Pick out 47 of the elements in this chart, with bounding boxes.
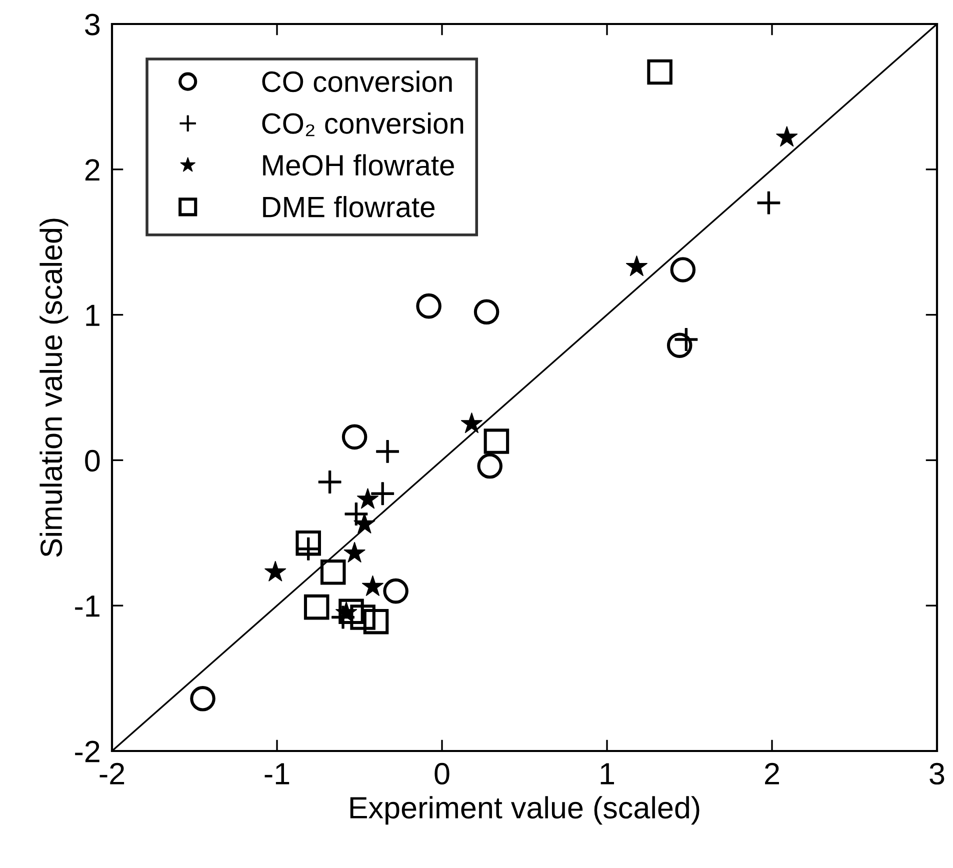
point xyxy=(477,453,502,479)
y-tick-label: 0 xyxy=(85,450,100,472)
point xyxy=(474,299,500,325)
y-tick-label: -1 xyxy=(75,596,100,617)
x-tick-label: 3 xyxy=(930,762,944,785)
x-tick-label: 2 xyxy=(765,762,779,784)
legend-label: CO conversion xyxy=(262,70,452,92)
y-axis-title: Simulation value (scaled) xyxy=(40,218,68,557)
point xyxy=(338,598,364,624)
point xyxy=(376,440,400,463)
x-tick-label: -1 xyxy=(264,763,290,784)
point xyxy=(460,412,483,434)
point xyxy=(318,470,342,494)
point xyxy=(666,332,692,358)
x-axis-title: Experiment value (scaled) xyxy=(350,796,700,825)
y-tick-label: 3 xyxy=(85,14,100,36)
point xyxy=(626,255,648,276)
y-tick-label: 1 xyxy=(86,304,100,326)
point xyxy=(383,578,408,604)
point xyxy=(484,428,510,454)
point xyxy=(320,560,346,585)
y-tick-label: -2 xyxy=(75,740,100,762)
point xyxy=(304,594,330,620)
point xyxy=(362,575,384,596)
point xyxy=(371,482,394,506)
x-tick-label: -2 xyxy=(100,762,124,784)
point xyxy=(296,530,321,556)
point xyxy=(342,424,368,450)
point xyxy=(670,257,696,282)
point xyxy=(416,293,442,319)
point xyxy=(757,191,780,214)
point xyxy=(363,608,389,634)
legend-label: DME flowrate xyxy=(263,196,434,218)
legend-label: MeOH flowrate xyxy=(263,154,454,176)
legend-label: CO₂ conversion xyxy=(262,112,464,136)
x-tick-label: 1 xyxy=(600,763,614,784)
point xyxy=(344,542,366,563)
point xyxy=(350,604,376,630)
point xyxy=(190,686,216,712)
y-tick-label: 2 xyxy=(85,159,100,180)
point xyxy=(776,126,798,147)
point xyxy=(647,59,672,85)
point xyxy=(344,502,368,526)
point xyxy=(356,488,379,509)
point xyxy=(674,328,698,351)
point xyxy=(264,560,286,582)
x-tick-label: 0 xyxy=(434,762,450,785)
